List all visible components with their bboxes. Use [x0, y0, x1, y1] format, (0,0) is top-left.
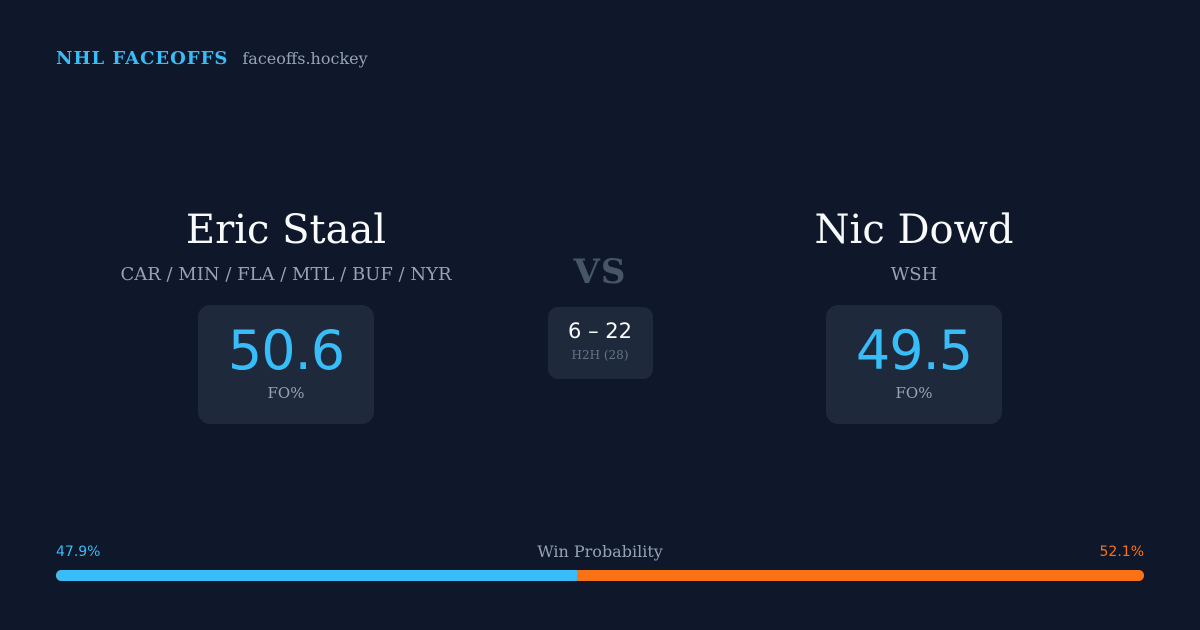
versus-label: VS	[573, 252, 627, 292]
player-right-panel: Nic Dowd WSH 49.5 FO%	[704, 205, 1124, 424]
versus-panel: VS 6 – 22 H2H (28)	[500, 252, 700, 379]
player-right-teams: WSH	[890, 264, 938, 285]
win-probability-right-value: 52.1%	[1099, 544, 1144, 560]
win-probability-title: Win Probability	[537, 542, 663, 561]
brand-header: NHL FACEOFFS faceoffs.hockey	[56, 48, 368, 69]
brand-name: NHL FACEOFFS	[56, 48, 229, 69]
win-probability-bar-left	[56, 570, 578, 581]
player-right-name: Nic Dowd	[814, 207, 1014, 253]
player-left-teams: CAR / MIN / FLA / MTL / BUF / NYR	[120, 264, 452, 285]
h2h-label: H2H (28)	[571, 348, 629, 362]
win-probability-bar	[56, 570, 1144, 581]
win-probability-bar-right	[577, 570, 1144, 581]
player-left-fo-label: FO%	[267, 384, 305, 402]
win-probability-labels: Win Probability 47.9% 52.1%	[56, 543, 1144, 563]
player-left-fo-card: 50.6 FO%	[198, 305, 374, 424]
brand-url: faceoffs.hockey	[242, 49, 368, 68]
player-left-panel: Eric Staal CAR / MIN / FLA / MTL / BUF /…	[76, 205, 496, 424]
h2h-card: 6 – 22 H2H (28)	[547, 307, 653, 379]
player-left-fo-value: 50.6	[227, 319, 345, 382]
player-right-fo-card: 49.5 FO%	[826, 305, 1002, 424]
win-probability-left-value: 47.9%	[56, 544, 101, 560]
player-right-fo-value: 49.5	[855, 319, 973, 382]
player-left-name: Eric Staal	[185, 207, 387, 253]
player-right-fo-label: FO%	[895, 384, 933, 402]
h2h-score: 6 – 22	[568, 319, 632, 343]
